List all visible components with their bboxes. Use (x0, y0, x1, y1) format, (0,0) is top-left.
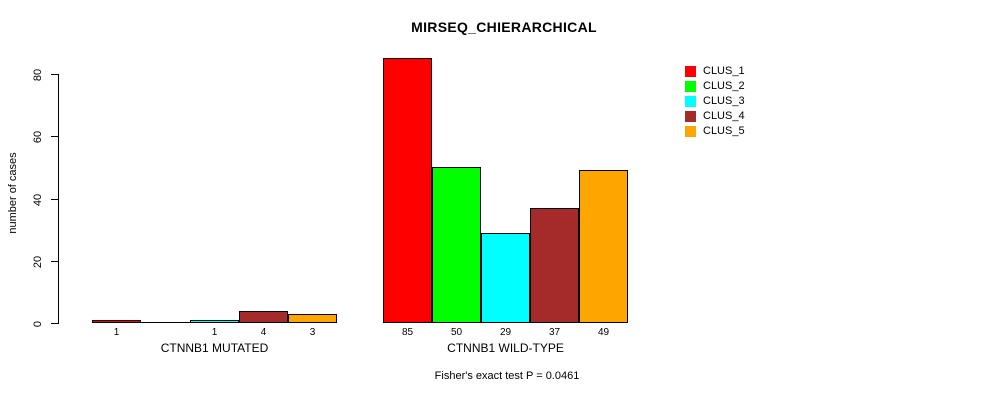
legend-label: CLUS_2 (703, 80, 745, 92)
bar-value-label: 1 (113, 327, 120, 338)
legend-item-clus_3: CLUS_3 (685, 95, 745, 107)
y-axis-tick (51, 261, 58, 262)
legend: CLUS_1 CLUS_2 CLUS_3 CLUS_4 CLUS_5 (685, 65, 745, 137)
legend-label: CLUS_4 (703, 110, 745, 122)
bar-value-label: 49 (597, 327, 610, 338)
chart-title: MIRSEQ_CHIERARCHICAL (411, 19, 597, 35)
bar-clus_3-group2 (481, 233, 530, 323)
y-axis-tick (51, 74, 58, 75)
y-axis-tick (51, 199, 58, 200)
bar-clus_5-group1 (288, 314, 337, 323)
legend-label: CLUS_5 (703, 125, 745, 137)
annotation-text: Fisher's exact test P = 0.0461 (434, 370, 580, 382)
bar-clus_3-group1 (190, 320, 239, 323)
legend-swatch-clus_5 (685, 125, 696, 137)
y-axis-tick-label: 0 (32, 320, 44, 327)
bar-value-label: 29 (499, 327, 512, 338)
legend-item-clus_2: CLUS_2 (685, 80, 745, 92)
bar-value-label: 37 (548, 327, 561, 338)
y-axis-tick-label: 80 (32, 68, 44, 81)
bar-clus_4-group2 (530, 208, 579, 323)
legend-label: CLUS_1 (703, 65, 745, 77)
bar-value-label: 4 (260, 327, 267, 338)
bar-clus_2-group2 (432, 167, 481, 323)
bar-clus_4-group1 (239, 311, 288, 323)
legend-swatch-clus_2 (685, 80, 696, 92)
legend-swatch-clus_4 (685, 110, 696, 122)
bar-clus_1-group1 (92, 320, 141, 323)
legend-swatch-clus_3 (685, 95, 696, 107)
legend-swatch-clus_1 (685, 65, 696, 77)
legend-item-clus_5: CLUS_5 (685, 125, 745, 137)
y-axis-tick-label: 20 (32, 255, 44, 268)
legend-item-clus_4: CLUS_4 (685, 110, 745, 122)
legend-label: CLUS_3 (703, 95, 745, 107)
y-axis-tick-label: 40 (32, 193, 44, 206)
y-axis-label: number of cases (7, 152, 19, 234)
bar-value-label: 50 (450, 327, 463, 338)
y-axis-line (58, 74, 59, 324)
bar-clus_5-group2 (579, 170, 628, 323)
legend-item-clus_1: CLUS_1 (685, 65, 745, 77)
x-group-label: CTNNB1 WILD-TYPE (447, 341, 564, 355)
bar-value-label: 3 (309, 327, 316, 338)
y-axis-tick (51, 136, 58, 137)
y-axis-tick (51, 323, 58, 324)
bar-clus_2-group1-zero (141, 322, 190, 323)
bar-clus_1-group2 (383, 58, 432, 323)
bar-value-label: 1 (211, 327, 218, 338)
y-axis-tick-label: 60 (32, 130, 44, 143)
bar-value-label: 85 (401, 327, 414, 338)
x-group-label: CTNNB1 MUTATED (160, 341, 269, 355)
